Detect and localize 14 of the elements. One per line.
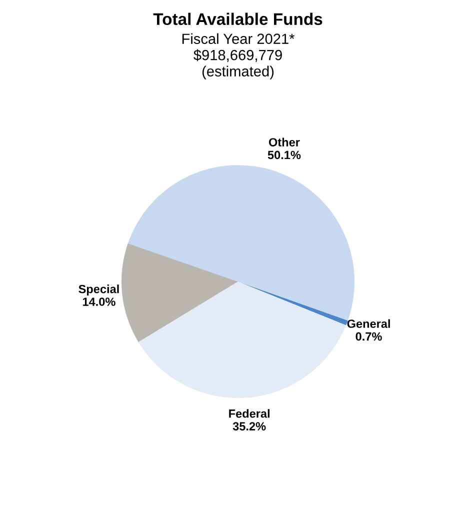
slice-label: Special [78,284,119,296]
pie-slice [121,243,238,342]
pie-slice [238,282,348,326]
chart-subtitle: Fiscal Year 2021* $918,669,779 (estimated) [182,33,295,80]
data-label: 14.0% [82,298,116,306]
chart-title: Total Available Funds [153,12,322,26]
data-label: 35.2% [232,422,266,431]
pie-slice [128,165,355,320]
data-label: 50.1% [268,150,301,160]
data-label: 0.7% [356,332,382,341]
slice-label: Federal [229,409,270,418]
slice-label: Other [268,138,300,146]
slice-label: General [347,319,390,328]
pie-slice [138,282,346,398]
